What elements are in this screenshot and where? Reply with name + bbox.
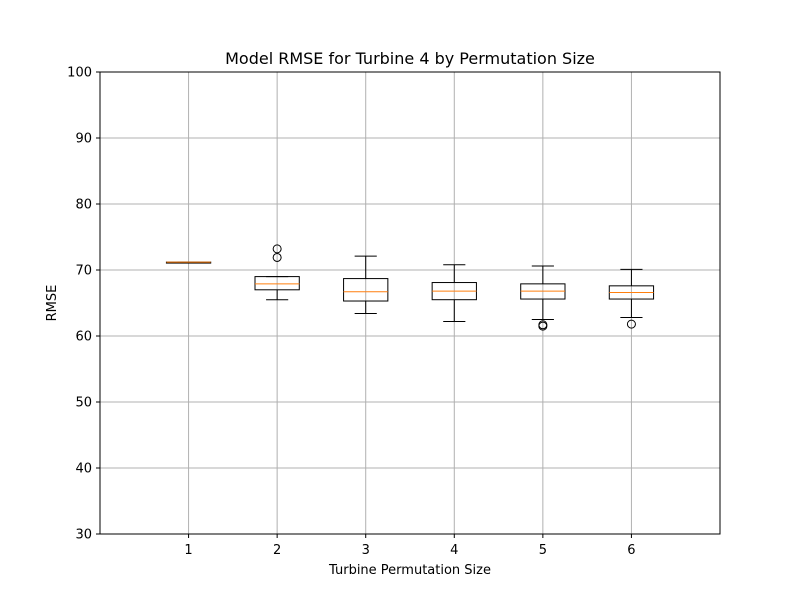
box-group-5	[520, 265, 566, 331]
y-tick-label: 40	[75, 462, 92, 477]
x-tick-label: 5	[539, 543, 547, 558]
outlier-point	[626, 319, 636, 329]
x-tick-label: 2	[273, 543, 281, 558]
box-group-4	[431, 264, 477, 322]
box-group-6	[608, 268, 655, 329]
x-tick-label: 1	[184, 543, 192, 558]
outlier-point	[272, 252, 282, 262]
box-group-2	[254, 244, 300, 301]
outlier-point	[272, 244, 282, 254]
x-tick-label: 6	[627, 543, 635, 558]
y-tick-label: 80	[75, 198, 92, 213]
y-tick-label: 30	[75, 528, 92, 543]
x-axis-label: Turbine Permutation Size	[328, 563, 491, 578]
outlier-point	[538, 320, 548, 330]
y-tick-label: 90	[75, 132, 92, 147]
y-tick-label: 100	[67, 66, 92, 81]
y-tick-label: 50	[75, 396, 92, 411]
chart-title: Model RMSE for Turbine 4 by Permutation …	[225, 49, 595, 68]
box-series	[165, 244, 655, 331]
x-tick-label: 3	[362, 543, 370, 558]
axis-ticks: 30 40 50 60 70 80 90 100 1 2 3 4 5 6	[67, 66, 635, 559]
y-tick-label: 70	[75, 264, 92, 279]
y-axis-label: RMSE	[45, 285, 60, 322]
box-body	[254, 276, 300, 291]
box-group-1	[165, 261, 212, 264]
x-tick-label: 4	[450, 543, 458, 558]
box-group-3	[343, 255, 389, 315]
plot-area-frame	[99, 71, 721, 535]
y-tick-label: 60	[75, 330, 92, 345]
box-body	[343, 278, 389, 302]
